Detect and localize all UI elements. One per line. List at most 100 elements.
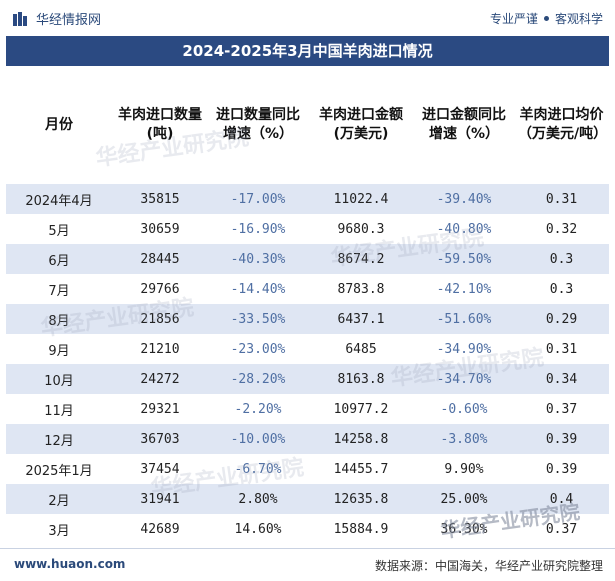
table-row: 3月 42689 14.60% 15884.9 36.30% 0.37: [6, 514, 609, 544]
month-cell: 8月: [6, 304, 112, 334]
month-cell: 2025年1月: [6, 454, 112, 484]
value-cell: -0.60%: [414, 394, 514, 424]
value-cell: -23.00%: [208, 334, 308, 364]
value-cell: 29321: [112, 394, 208, 424]
value-cell: -34.70%: [414, 364, 514, 394]
value-cell: 14455.7: [308, 454, 414, 484]
value-cell: 14.60%: [208, 514, 308, 544]
value-cell: 0.3: [514, 244, 609, 274]
value-cell: 14258.8: [308, 424, 414, 454]
value-cell: 6437.1: [308, 304, 414, 334]
value-cell: 36.30%: [414, 514, 514, 544]
column-header: 羊肉进口均价（万美元/吨）: [518, 107, 608, 142]
value-cell: 35815: [112, 184, 208, 214]
table-body: 2024年4月 35815 -17.00% 11022.4 -39.40% 0.31 5月 3…: [6, 184, 609, 544]
value-cell: 0.4: [514, 484, 609, 514]
value-cell: 0.39: [514, 454, 609, 484]
table-row: 2025年1月 37454 -6.70% 14455.7 9.90% 0.39: [6, 454, 609, 484]
month-cell: 5月: [6, 214, 112, 244]
value-cell: 15884.9: [308, 514, 414, 544]
value-cell: -16.90%: [208, 214, 308, 244]
value-cell: -10.00%: [208, 424, 308, 454]
month-cell: 2月: [6, 484, 112, 514]
month-cell: 11月: [6, 394, 112, 424]
table-row: 6月 28445 -40.30% 8674.2 -59.50% 0.3: [6, 244, 609, 274]
value-cell: 25.00%: [414, 484, 514, 514]
value-cell: 11022.4: [308, 184, 414, 214]
value-cell: 0.3: [514, 274, 609, 304]
slogan-right: 客观科学: [554, 12, 603, 26]
month-cell: 12月: [6, 424, 112, 454]
value-cell: 10977.2: [308, 394, 414, 424]
top-bar: 华经情报网 专业严谨 客观科学: [0, 0, 615, 36]
header-row: 月份 羊肉进口数量(吨) 进口数量同比增速（%） 羊肉进口金额(万美元) 进口金…: [6, 66, 609, 184]
value-cell: -28.20%: [208, 364, 308, 394]
value-cell: -59.50%: [414, 244, 514, 274]
month-cell: 7月: [6, 274, 112, 304]
value-cell: -39.40%: [414, 184, 514, 214]
value-cell: 9.90%: [414, 454, 514, 484]
value-cell: 0.37: [514, 514, 609, 544]
value-cell: 37454: [112, 454, 208, 484]
value-cell: -40.80%: [414, 214, 514, 244]
footer: www.huaon.com 数据来源：中国海关，华经产业研究院整理: [0, 548, 615, 581]
value-cell: 0.32: [514, 214, 609, 244]
value-cell: 24272: [112, 364, 208, 394]
value-cell: 28445: [112, 244, 208, 274]
slogan-left: 专业严谨: [489, 12, 538, 26]
logo-icon: [13, 11, 27, 26]
table-row: 7月 29766 -14.40% 8783.8 -42.10% 0.3: [6, 274, 609, 304]
value-cell: 29766: [112, 274, 208, 304]
value-cell: 2.80%: [208, 484, 308, 514]
value-cell: 21856: [112, 304, 208, 334]
value-cell: -33.50%: [208, 304, 308, 334]
value-cell: -34.90%: [414, 334, 514, 364]
table-row: 5月 30659 -16.90% 9680.3 -40.80% 0.32: [6, 214, 609, 244]
value-cell: 42689: [112, 514, 208, 544]
value-cell: 21210: [112, 334, 208, 364]
value-cell: -51.60%: [414, 304, 514, 334]
table-row: 12月 36703 -10.00% 14258.8 -3.80% 0.39: [6, 424, 609, 454]
data-table: 月份 羊肉进口数量(吨) 进口数量同比增速（%） 羊肉进口金额(万美元) 进口金…: [6, 66, 609, 544]
value-cell: -3.80%: [414, 424, 514, 454]
table-row: 9月 21210 -23.00% 6485 -34.90% 0.31: [6, 334, 609, 364]
table-row: 8月 21856 -33.50% 6437.1 -51.60% 0.29: [6, 304, 609, 334]
month-cell: 3月: [6, 514, 112, 544]
value-cell: 0.31: [514, 184, 609, 214]
value-cell: 0.39: [514, 424, 609, 454]
value-cell: -2.20%: [208, 394, 308, 424]
logo: 华经情报网: [12, 9, 101, 28]
month-cell: 2024年4月: [6, 184, 112, 214]
table-row: 10月 24272 -28.20% 8163.8 -34.70% 0.34: [6, 364, 609, 394]
data-source: 数据来源：中国海关，华经产业研究院整理: [374, 559, 603, 573]
value-cell: 36703: [112, 424, 208, 454]
value-cell: 0.29: [514, 304, 609, 334]
value-cell: 0.31: [514, 334, 609, 364]
column-header: 羊肉进口金额(万美元): [319, 107, 403, 142]
month-cell: 6月: [6, 244, 112, 274]
website-link[interactable]: www.huaon.com: [14, 557, 126, 571]
column-header: 进口金额同比增速（%）: [422, 107, 506, 142]
month-cell: 10月: [6, 364, 112, 394]
value-cell: 8163.8: [308, 364, 414, 394]
column-header: 月份: [45, 116, 73, 133]
month-cell: 9月: [6, 334, 112, 364]
table-row: 2024年4月 35815 -17.00% 11022.4 -39.40% 0.31: [6, 184, 609, 214]
value-cell: 9680.3: [308, 214, 414, 244]
value-cell: -6.70%: [208, 454, 308, 484]
slogan: 专业严谨 客观科学: [490, 10, 603, 27]
logo-text: 华经情报网: [36, 13, 102, 28]
value-cell: 31941: [112, 484, 208, 514]
value-cell: 8783.8: [308, 274, 414, 304]
table-title: 2024-2025年3月中国羊肉进口情况: [6, 36, 609, 66]
value-cell: -17.00%: [208, 184, 308, 214]
value-cell: -40.30%: [208, 244, 308, 274]
value-cell: -14.40%: [208, 274, 308, 304]
value-cell: -42.10%: [414, 274, 514, 304]
table-row: 11月 29321 -2.20% 10977.2 -0.60% 0.37: [6, 394, 609, 424]
value-cell: 30659: [112, 214, 208, 244]
value-cell: 0.34: [514, 364, 609, 394]
value-cell: 0.37: [514, 394, 609, 424]
value-cell: 12635.8: [308, 484, 414, 514]
column-header: 进口数量同比增速（%）: [216, 107, 300, 142]
